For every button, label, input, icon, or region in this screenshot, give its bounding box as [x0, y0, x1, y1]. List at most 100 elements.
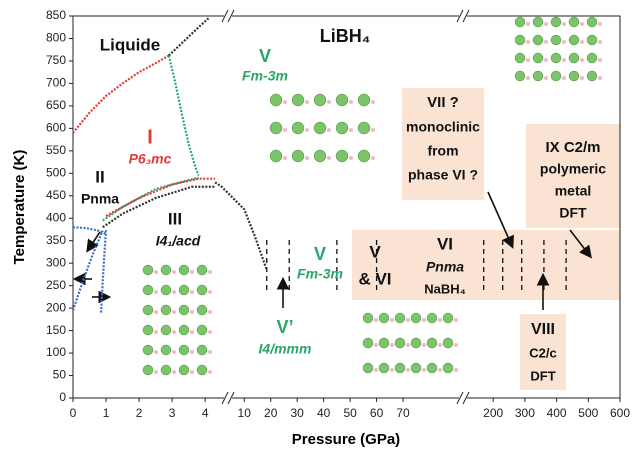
y-axis-label: Temperature (K) — [11, 150, 28, 265]
atom — [406, 318, 410, 322]
axis-break — [221, 391, 229, 405]
atom — [208, 270, 212, 274]
atom — [568, 52, 580, 64]
phase-boundary — [99, 229, 108, 313]
atom — [374, 343, 378, 347]
atom — [327, 100, 331, 104]
atom — [550, 34, 562, 46]
phase-label: V — [369, 242, 381, 261]
atom — [196, 324, 208, 336]
atom — [178, 324, 190, 336]
label-box — [402, 88, 484, 200]
x-tick-label: 30 — [290, 406, 304, 420]
atom — [514, 34, 526, 46]
atom — [426, 362, 438, 374]
atom — [598, 58, 602, 62]
phase-label: III — [168, 209, 182, 228]
atom — [283, 100, 287, 104]
phase-boundary — [71, 230, 104, 311]
atom — [208, 290, 212, 294]
y-tick-label: 100 — [46, 345, 66, 359]
phase-label: metal — [555, 183, 592, 199]
atom — [454, 318, 458, 322]
atom — [544, 22, 548, 26]
atom — [532, 16, 544, 28]
atom — [362, 312, 374, 324]
atom — [190, 270, 194, 274]
atom — [562, 76, 566, 80]
atom — [154, 310, 158, 314]
y-tick-label: 350 — [46, 233, 66, 247]
atom — [313, 93, 327, 107]
atom — [586, 52, 598, 64]
phase-label: phase VI ? — [408, 167, 478, 183]
phase-label: Liquide — [100, 35, 160, 54]
x-tick-label: 3 — [169, 406, 176, 420]
axis-break — [224, 10, 232, 22]
y-tick-label: 750 — [46, 53, 66, 67]
atom — [378, 362, 390, 374]
atom — [406, 343, 410, 347]
atom — [160, 284, 172, 296]
atom — [357, 149, 371, 163]
atom — [291, 121, 305, 135]
atom — [438, 318, 442, 322]
y-tick-label: 600 — [46, 121, 66, 135]
atom — [313, 149, 327, 163]
y-tick-label: 150 — [46, 323, 66, 337]
phase-label: DFT — [559, 205, 587, 221]
atom — [442, 312, 454, 324]
atom — [208, 310, 212, 314]
arrow — [487, 191, 514, 249]
phase-label: Fm-3m — [242, 68, 288, 84]
atom — [190, 350, 194, 354]
atom — [371, 128, 375, 132]
phase-label: & VI — [358, 269, 391, 288]
atom — [580, 40, 584, 44]
axis-break — [227, 391, 235, 405]
atom — [142, 364, 154, 376]
x-tick-label: 0 — [70, 406, 77, 420]
x-tick-label: 60 — [370, 406, 384, 420]
atom — [196, 344, 208, 356]
atom — [394, 312, 406, 324]
phase-label: DFT — [530, 368, 555, 383]
y-tick-label: 0 — [59, 390, 66, 404]
atom — [374, 368, 378, 372]
atom — [291, 93, 305, 107]
atom — [208, 330, 212, 334]
y-tick-label: 700 — [46, 76, 66, 90]
y-tick-label: 450 — [46, 188, 66, 202]
atom — [390, 368, 394, 372]
atom — [568, 70, 580, 82]
atom — [357, 93, 371, 107]
atom — [160, 264, 172, 276]
atom — [327, 128, 331, 132]
atom — [178, 284, 190, 296]
phase-label: monoclinic — [406, 119, 480, 135]
atom — [532, 70, 544, 82]
phase-boundary — [167, 55, 200, 176]
phase-label: II — [95, 167, 104, 186]
plot-frame — [72, 15, 621, 399]
phase-label: IX C2/m — [545, 139, 600, 156]
atom — [142, 284, 154, 296]
label-box — [520, 314, 566, 390]
atom — [374, 318, 378, 322]
atom — [390, 318, 394, 322]
phase-boundary — [168, 17, 210, 57]
atom — [283, 128, 287, 132]
atom — [305, 128, 309, 132]
phase-boundary — [105, 177, 216, 217]
atom — [390, 343, 394, 347]
arrow — [86, 231, 101, 253]
atom — [190, 290, 194, 294]
atom — [514, 52, 526, 64]
axis-break — [459, 10, 467, 22]
atom — [410, 362, 422, 374]
atom — [562, 58, 566, 62]
phase-band — [352, 230, 620, 300]
atom — [438, 343, 442, 347]
atom — [172, 290, 176, 294]
atom — [172, 310, 176, 314]
